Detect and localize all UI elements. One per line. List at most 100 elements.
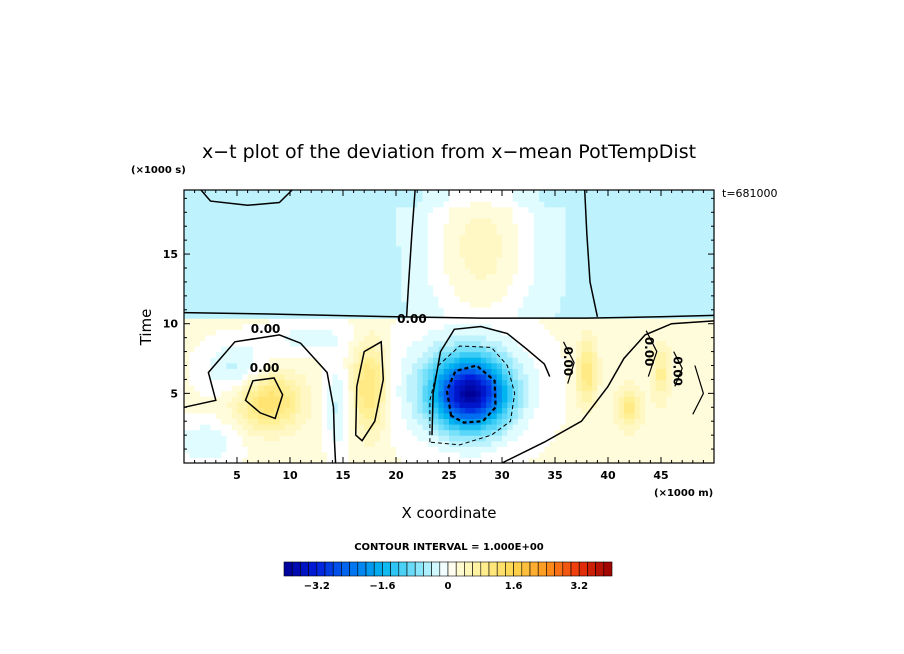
heatmap-cell bbox=[549, 385, 556, 392]
heatmap-cell bbox=[539, 240, 545, 247]
heatmap-cell bbox=[650, 351, 657, 358]
heatmap-cell bbox=[464, 240, 471, 247]
heatmap-cell bbox=[369, 357, 376, 364]
heatmap-cell bbox=[321, 346, 328, 353]
heatmap-cell bbox=[199, 245, 206, 252]
heatmap-cell bbox=[666, 223, 673, 230]
heatmap-cell bbox=[523, 424, 530, 431]
heatmap-cell bbox=[242, 262, 249, 269]
heatmap-cell bbox=[708, 407, 715, 414]
heatmap-cell bbox=[703, 457, 710, 464]
heatmap-cell bbox=[221, 284, 227, 291]
heatmap-cell bbox=[433, 435, 439, 442]
heatmap-cell bbox=[290, 295, 296, 303]
heatmap-cell bbox=[443, 401, 450, 408]
heatmap-cell bbox=[682, 379, 689, 386]
heatmap-cell bbox=[470, 401, 477, 408]
heatmap-cell bbox=[427, 396, 434, 403]
heatmap-cell bbox=[655, 223, 662, 230]
heatmap-cell bbox=[671, 435, 678, 442]
heatmap-cell bbox=[221, 323, 227, 330]
heatmap-cell bbox=[279, 435, 286, 442]
heatmap-cell bbox=[199, 407, 206, 414]
heatmap-cell bbox=[332, 334, 339, 342]
heatmap-cell bbox=[290, 318, 296, 325]
heatmap-cell bbox=[502, 212, 508, 219]
heatmap-cell bbox=[189, 379, 196, 386]
heatmap-cell bbox=[231, 251, 238, 258]
heatmap-cell bbox=[602, 206, 609, 213]
heatmap-cell bbox=[560, 312, 567, 319]
heatmap-cell bbox=[353, 301, 360, 308]
heatmap-cell bbox=[565, 273, 572, 280]
heatmap-cell bbox=[327, 201, 333, 208]
heatmap-cell bbox=[464, 217, 471, 225]
heatmap-cell bbox=[305, 329, 312, 336]
heatmap-cell bbox=[332, 401, 339, 408]
heatmap-cell bbox=[300, 385, 307, 392]
heatmap-cell bbox=[369, 451, 376, 459]
heatmap-cell bbox=[613, 451, 620, 459]
heatmap-cell bbox=[358, 329, 365, 336]
heatmap-cell bbox=[602, 424, 609, 431]
heatmap-cell bbox=[221, 357, 227, 364]
heatmap-cell bbox=[252, 451, 259, 459]
heatmap-cell bbox=[661, 340, 667, 347]
zero-contour bbox=[501, 320, 715, 464]
heatmap-cell bbox=[358, 212, 365, 219]
heatmap-cell bbox=[523, 323, 530, 330]
heatmap-cell bbox=[401, 351, 408, 358]
heatmap-cell bbox=[592, 290, 598, 297]
heatmap-cell bbox=[682, 195, 689, 202]
heatmap-cell bbox=[242, 368, 249, 375]
heatmap-cell bbox=[332, 223, 339, 230]
heatmap-cell bbox=[247, 273, 254, 280]
heatmap-cell bbox=[311, 290, 318, 297]
heatmap-cell bbox=[247, 268, 254, 275]
heatmap-cell bbox=[666, 379, 673, 386]
heatmap-cell bbox=[263, 429, 270, 436]
heatmap-cell bbox=[613, 234, 620, 241]
heatmap-cell bbox=[242, 318, 249, 325]
heatmap-cell bbox=[364, 240, 371, 247]
heatmap-cell bbox=[290, 284, 296, 291]
heatmap-cell bbox=[364, 229, 371, 236]
heatmap-cell bbox=[321, 245, 328, 252]
heatmap-cell bbox=[295, 245, 302, 252]
heatmap-cell bbox=[364, 362, 371, 369]
heatmap-cell bbox=[353, 368, 360, 375]
heatmap-cell bbox=[682, 223, 689, 230]
heatmap-cell bbox=[687, 295, 694, 303]
heatmap-cell bbox=[263, 373, 270, 381]
heatmap-cell bbox=[480, 318, 487, 325]
heatmap-cell bbox=[698, 401, 704, 408]
heatmap-cell bbox=[682, 329, 689, 336]
heatmap-cell bbox=[401, 446, 408, 453]
heatmap-cell bbox=[417, 424, 424, 431]
heatmap-cell bbox=[634, 206, 641, 213]
heatmap-cell bbox=[570, 234, 577, 241]
heatmap-cell bbox=[602, 390, 609, 397]
heatmap-cell bbox=[242, 362, 249, 369]
heatmap-cell bbox=[459, 446, 466, 453]
heatmap-cell bbox=[358, 217, 365, 225]
heatmap-cell bbox=[316, 190, 323, 197]
heatmap-cell bbox=[438, 385, 445, 392]
heatmap-cell bbox=[671, 190, 678, 197]
heatmap-cell bbox=[703, 195, 710, 202]
heatmap-cell bbox=[645, 312, 651, 319]
heatmap-cell bbox=[581, 240, 588, 247]
heatmap-cell bbox=[655, 457, 662, 464]
heatmap-cell bbox=[560, 273, 567, 280]
heatmap-cell bbox=[396, 424, 402, 431]
heatmap-cell bbox=[411, 334, 418, 342]
heatmap-cell bbox=[708, 284, 715, 291]
heatmap-cell bbox=[549, 373, 556, 381]
heatmap-cell bbox=[533, 212, 540, 219]
heatmap-cell bbox=[464, 357, 471, 364]
heatmap-cell bbox=[523, 234, 530, 241]
heatmap-cell bbox=[512, 195, 519, 202]
heatmap-cell bbox=[661, 262, 667, 269]
heatmap-cell bbox=[401, 440, 408, 447]
heatmap-cell bbox=[247, 251, 254, 258]
